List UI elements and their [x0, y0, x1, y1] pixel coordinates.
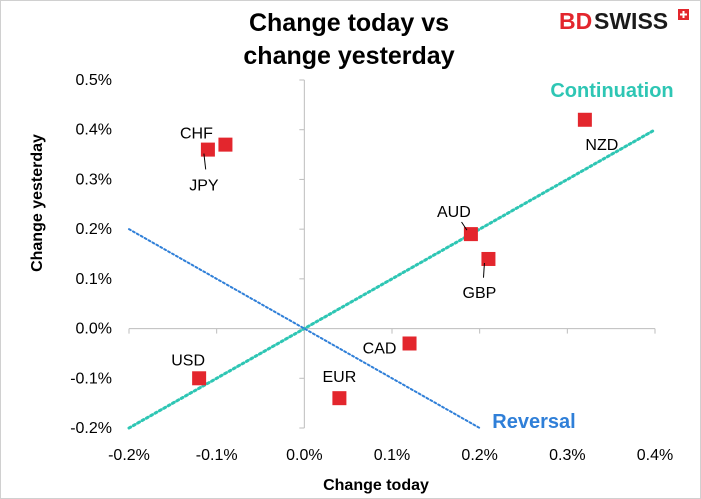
label-gbp: GBP [463, 285, 497, 302]
x-tick-label: 0.1% [374, 447, 410, 464]
continuation-annotation: Continuation [550, 80, 673, 102]
point-nzd [577, 112, 592, 127]
data-points: CHF JPY AUD GBP NZD CAD USD EUR [171, 112, 618, 406]
continuation-line [127, 128, 657, 430]
y-tick-label: 0.3% [76, 171, 112, 188]
y-tick-label: 0.1% [76, 271, 112, 288]
leader-aud [461, 221, 468, 231]
y-tick-label: 0.5% [76, 72, 112, 89]
point-cad [402, 336, 417, 351]
point-jpy [200, 142, 215, 157]
point-gbp [481, 251, 496, 266]
brand-name-part2: SWISS [594, 8, 668, 34]
y-tick-label: 0.0% [76, 321, 112, 338]
chart-title-line-1: Change today vs [249, 9, 449, 37]
x-tick-label: -0.1% [196, 447, 238, 464]
tick-labels: -0.2% -0.1% 0.0% 0.1% 0.2% 0.3% 0.4% -0.2% -0.1%… [70, 72, 673, 464]
swiss-cross-icon [678, 9, 689, 20]
point-eur [332, 391, 347, 406]
y-tick-label: -0.1% [70, 370, 112, 387]
label-usd: USD [171, 352, 205, 369]
label-nzd: NZD [585, 137, 618, 154]
reference-lines [127, 128, 657, 430]
x-tick-label: 0.3% [549, 447, 585, 464]
label-jpy: JPY [189, 178, 219, 195]
label-cad: CAD [363, 340, 397, 357]
chart-title-line-2: change yesterday [243, 42, 454, 70]
x-tick-label: 0.2% [461, 447, 497, 464]
label-aud: AUD [437, 204, 471, 221]
label-eur: EUR [323, 369, 357, 386]
y-tick-label: 0.2% [76, 221, 112, 238]
point-aud [463, 227, 478, 242]
leader-jpy [203, 153, 207, 170]
y-tick-label: 0.4% [76, 122, 112, 139]
x-axis-title: Change today [323, 477, 429, 494]
leader-gbp [482, 262, 485, 278]
point-chf [218, 137, 233, 152]
brand-name-part1: BD [559, 8, 592, 34]
y-axis-title: Change yesterday [29, 134, 46, 272]
y-tick-label: -0.2% [70, 420, 112, 437]
point-usd [192, 371, 207, 386]
x-tick-label: 0.4% [637, 447, 673, 464]
reversal-annotation: Reversal [492, 411, 575, 433]
label-chf: CHF [180, 126, 213, 143]
x-tick-label: -0.2% [108, 447, 150, 464]
reversal-line [128, 228, 481, 429]
brand-logo: BD SWISS [559, 8, 689, 34]
x-tick-label: 0.0% [286, 447, 322, 464]
